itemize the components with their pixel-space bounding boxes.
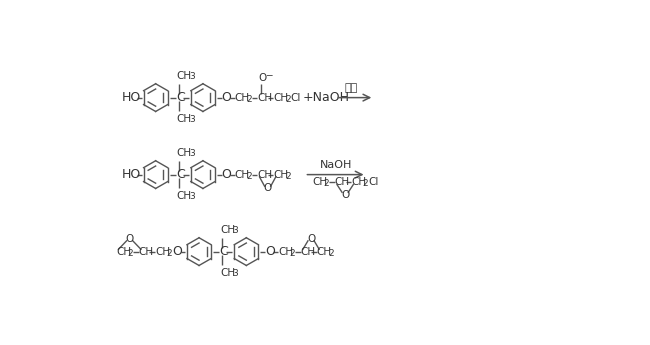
Text: C: C — [176, 91, 185, 104]
Text: CH: CH — [138, 247, 153, 257]
Text: 3: 3 — [233, 226, 238, 235]
Text: CH: CH — [317, 247, 332, 257]
Text: 3: 3 — [189, 192, 195, 201]
Text: CH: CH — [177, 114, 192, 124]
Text: 3: 3 — [233, 269, 238, 278]
Text: CH: CH — [177, 191, 192, 201]
Text: +NaOH: +NaOH — [303, 91, 350, 104]
Text: CH: CH — [235, 92, 250, 102]
Text: O: O — [307, 234, 315, 244]
Text: CH: CH — [300, 247, 316, 257]
Text: −: − — [265, 70, 272, 79]
Text: CH: CH — [312, 177, 328, 187]
Text: Cl: Cl — [368, 177, 378, 187]
Text: CH: CH — [155, 247, 170, 257]
Text: CH: CH — [274, 92, 289, 102]
Text: 2: 2 — [246, 95, 252, 103]
Text: CH: CH — [116, 247, 131, 257]
Text: CH: CH — [335, 177, 350, 187]
Text: 3: 3 — [189, 71, 195, 80]
Text: Cl: Cl — [291, 92, 301, 102]
Text: 3: 3 — [189, 115, 195, 124]
Text: 2: 2 — [328, 249, 334, 258]
Text: 闭环: 闭环 — [344, 83, 358, 93]
Text: CH: CH — [177, 71, 192, 81]
Text: O: O — [125, 234, 134, 244]
Text: 2: 2 — [285, 95, 291, 103]
Text: CH: CH — [235, 170, 250, 180]
Text: CH: CH — [278, 247, 293, 257]
Text: 2: 2 — [128, 249, 133, 258]
Text: C: C — [219, 245, 228, 258]
Text: 2: 2 — [285, 172, 291, 181]
Text: CH: CH — [274, 170, 289, 180]
Text: CH: CH — [220, 225, 235, 235]
Text: O: O — [341, 190, 349, 200]
Text: CH: CH — [177, 148, 192, 158]
Text: HO: HO — [122, 91, 141, 104]
Text: C: C — [176, 168, 185, 181]
Text: O: O — [172, 245, 182, 258]
Text: CH: CH — [351, 177, 366, 187]
Text: NaOH: NaOH — [320, 160, 352, 170]
Text: CH: CH — [220, 268, 235, 278]
Text: CH: CH — [257, 170, 272, 180]
Text: O: O — [258, 72, 266, 82]
Text: 2: 2 — [290, 249, 295, 258]
Text: 2: 2 — [324, 179, 330, 188]
Text: O: O — [222, 91, 231, 104]
Text: 3: 3 — [189, 149, 195, 158]
Text: O: O — [222, 168, 231, 181]
Text: 2: 2 — [246, 172, 252, 181]
Text: O: O — [263, 184, 272, 194]
Text: HO: HO — [122, 168, 141, 181]
Text: O: O — [265, 245, 275, 258]
Text: 2: 2 — [166, 249, 172, 258]
Text: CH: CH — [257, 92, 272, 102]
Text: 2: 2 — [363, 179, 368, 188]
